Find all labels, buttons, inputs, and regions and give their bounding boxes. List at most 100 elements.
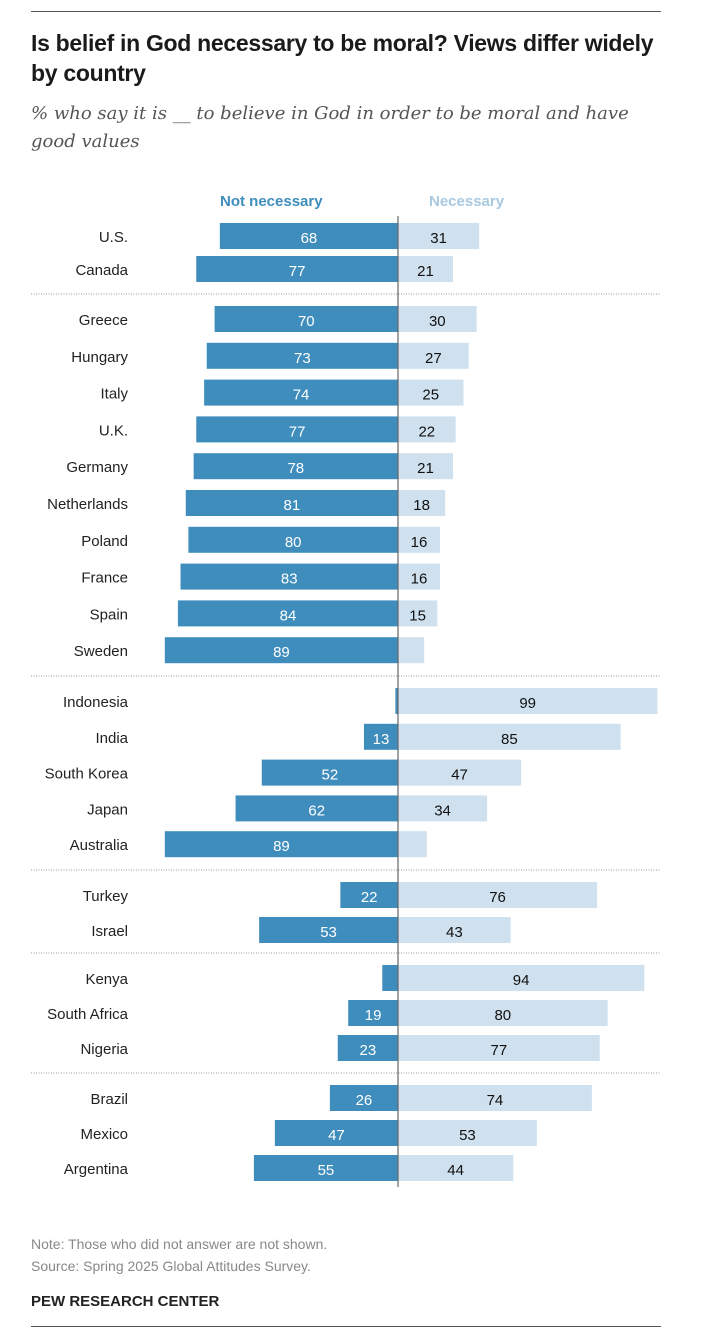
value-label-necessary: 44 — [447, 1162, 464, 1179]
bar-not-necessary — [274, 1120, 398, 1146]
bar-necessary — [398, 342, 469, 369]
value-label-necessary: 21 — [417, 263, 434, 280]
value-label-not-necessary: 22 — [361, 889, 378, 906]
value-label-necessary: 31 — [430, 230, 447, 247]
bar-not-necessary — [164, 831, 398, 858]
bar-not-necessary — [219, 223, 398, 249]
legend-necessary: Necessary — [429, 193, 505, 210]
value-label-not-necessary: 84 — [280, 607, 297, 624]
bar-not-necessary — [204, 379, 398, 406]
bottom-rule — [31, 1326, 661, 1327]
bar-not-necessary — [395, 688, 398, 714]
country-label: Indonesia — [63, 694, 129, 711]
country-label: Australia — [70, 837, 129, 854]
country-label: Italy — [100, 386, 128, 403]
bar-necessary — [398, 1000, 608, 1026]
bar-not-necessary — [235, 795, 398, 822]
value-label-not-necessary: 80 — [285, 534, 302, 551]
country-label: Israel — [91, 923, 128, 940]
value-label-necessary: 21 — [417, 460, 434, 477]
value-label-necessary: 99 — [519, 695, 536, 712]
value-label-necessary: 34 — [434, 802, 451, 819]
value-label-not-necessary: 89 — [273, 838, 290, 855]
value-label-not-necessary: 73 — [294, 350, 311, 367]
country-label: South Korea — [45, 766, 129, 783]
value-label-necessary: 76 — [489, 889, 506, 906]
bar-not-necessary — [196, 416, 398, 443]
bar-not-necessary — [185, 490, 398, 516]
value-label-not-necessary: 26 — [356, 1092, 373, 1109]
bar-not-necessary — [206, 342, 398, 369]
value-label-necessary: 30 — [429, 313, 446, 330]
chart-title: Is belief in God necessary to be moral? … — [31, 30, 654, 86]
bar-not-necessary — [188, 526, 398, 553]
value-label-necessary: 94 — [513, 972, 530, 989]
chart-subtitle: % who say it is __ to believe in God in … — [31, 103, 629, 152]
value-label-not-necessary: 89 — [273, 644, 290, 661]
country-label: U.S. — [99, 229, 128, 246]
bar-necessary — [398, 1035, 600, 1061]
bar-necessary — [398, 453, 454, 480]
value-label-necessary: 43 — [446, 924, 463, 941]
value-label-not-necessary: 47 — [328, 1127, 345, 1144]
pew-research-center-logo: PEW RESEARCH CENTER — [31, 1293, 220, 1310]
country-label: Nigeria — [80, 1041, 128, 1058]
value-label-not-necessary: 68 — [301, 230, 318, 247]
country-label: Sweden — [74, 643, 128, 660]
bar-not-necessary — [337, 1035, 398, 1061]
value-label-necessary: 47 — [451, 767, 468, 784]
bar-necessary — [398, 306, 477, 332]
value-label-necessary: 25 — [422, 387, 439, 404]
bar-necessary — [398, 600, 438, 627]
value-label-not-necessary: 77 — [289, 263, 306, 280]
country-label: Greece — [79, 312, 128, 329]
value-label-necessary: 22 — [418, 423, 435, 440]
bar-not-necessary — [177, 600, 398, 627]
bar-necessary — [398, 965, 645, 991]
value-label-not-necessary: 78 — [287, 460, 304, 477]
top-rule — [31, 11, 661, 12]
bar-not-necessary — [259, 917, 398, 943]
value-label-necessary: 16 — [411, 534, 428, 551]
country-label: Argentina — [64, 1161, 129, 1178]
bar-necessary — [398, 917, 511, 943]
country-label: Canada — [75, 262, 128, 279]
country-label: Mexico — [80, 1126, 128, 1143]
country-label: France — [81, 570, 128, 587]
bar-necessary — [398, 526, 440, 553]
bar-necessary — [398, 1155, 514, 1181]
value-label-not-necessary: 13 — [373, 731, 390, 748]
value-label-necessary: 77 — [491, 1042, 508, 1059]
value-label-not-necessary: 23 — [360, 1042, 377, 1059]
country-label: Brazil — [90, 1091, 128, 1108]
value-label-not-necessary: 83 — [281, 571, 298, 588]
value-label-not-necessary: 52 — [322, 767, 339, 784]
bar-necessary — [398, 563, 440, 590]
bar-not-necessary — [214, 306, 398, 332]
bar-necessary — [398, 688, 658, 714]
country-label: Spain — [90, 606, 128, 623]
value-label-necessary: 27 — [425, 350, 442, 367]
country-label: Kenya — [85, 971, 128, 988]
value-label-necessary: 80 — [494, 1007, 511, 1024]
bar-not-necessary — [363, 723, 398, 750]
bar-not-necessary — [340, 882, 398, 908]
bar-necessary — [398, 256, 454, 282]
bar-necessary — [398, 416, 456, 443]
value-label-not-necessary: 55 — [318, 1162, 335, 1179]
bar-not-necessary — [180, 563, 398, 590]
country-label: Hungary — [71, 349, 128, 366]
value-label-necessary: 18 — [413, 497, 430, 514]
bar-necessary — [398, 1120, 537, 1146]
note-text: Note: Those who did not answer are not s… — [31, 1236, 328, 1252]
bar-not-necessary — [193, 453, 398, 480]
value-label-necessary: 74 — [487, 1092, 504, 1109]
country-label: U.K. — [99, 422, 128, 439]
country-label: South Africa — [47, 1006, 129, 1023]
value-label-not-necessary: 70 — [298, 313, 315, 330]
country-label: Germany — [66, 459, 128, 476]
country-label: Poland — [81, 533, 128, 550]
value-label-not-necessary: 19 — [365, 1007, 382, 1024]
country-label: Turkey — [83, 888, 129, 905]
